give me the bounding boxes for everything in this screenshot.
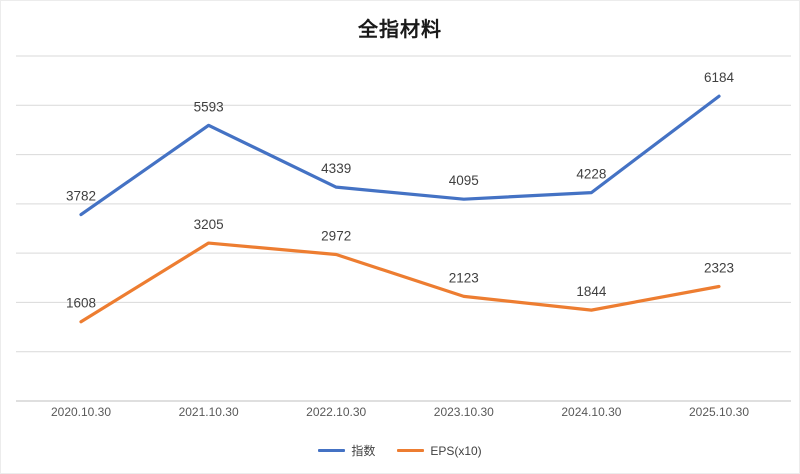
series-line-eps: [79, 241, 721, 324]
x-tick-label: 2025.10.30: [689, 405, 749, 419]
data-point-label: 1844: [576, 284, 607, 299]
x-tick-label: 2020.10.30: [51, 405, 111, 419]
x-tick-label: 2022.10.30: [306, 405, 366, 419]
legend-line-swatch-index: [318, 449, 346, 452]
chart-legend: 指数 EPS(x10): [1, 442, 799, 459]
data-point-label: 5593: [194, 99, 224, 114]
legend-line-swatch-eps: [397, 449, 425, 452]
data-point-label: 2323: [704, 261, 734, 276]
data-point-label: 4228: [576, 167, 606, 182]
data-point-label: 4095: [449, 173, 479, 188]
data-point-label: 6184: [704, 70, 735, 85]
line-chart: 2020.10.30 2021.10.30 2022.10.30 2023.10.30…: [16, 55, 791, 419]
x-tick-label: 2023.10.30: [434, 405, 494, 419]
legend-label-eps: EPS(x10): [430, 443, 482, 458]
legend-item-index: 指数: [318, 442, 375, 459]
series-line-index: [79, 94, 721, 217]
data-point-label: 2972: [321, 229, 351, 244]
data-point-label: 3205: [194, 217, 224, 232]
legend-label-index: 指数: [351, 444, 376, 458]
data-point-label: 4339: [321, 161, 351, 176]
data-point-label: 3782: [66, 189, 96, 204]
data-point-label: 1608: [66, 296, 96, 311]
x-tick-label: 2024.10.30: [561, 405, 621, 419]
legend-item-eps: EPS(x10): [397, 443, 482, 458]
data-point-label: 2123: [449, 270, 479, 285]
x-tick-label: 2021.10.30: [179, 405, 239, 419]
chart-title: 全指材料: [358, 17, 442, 41]
